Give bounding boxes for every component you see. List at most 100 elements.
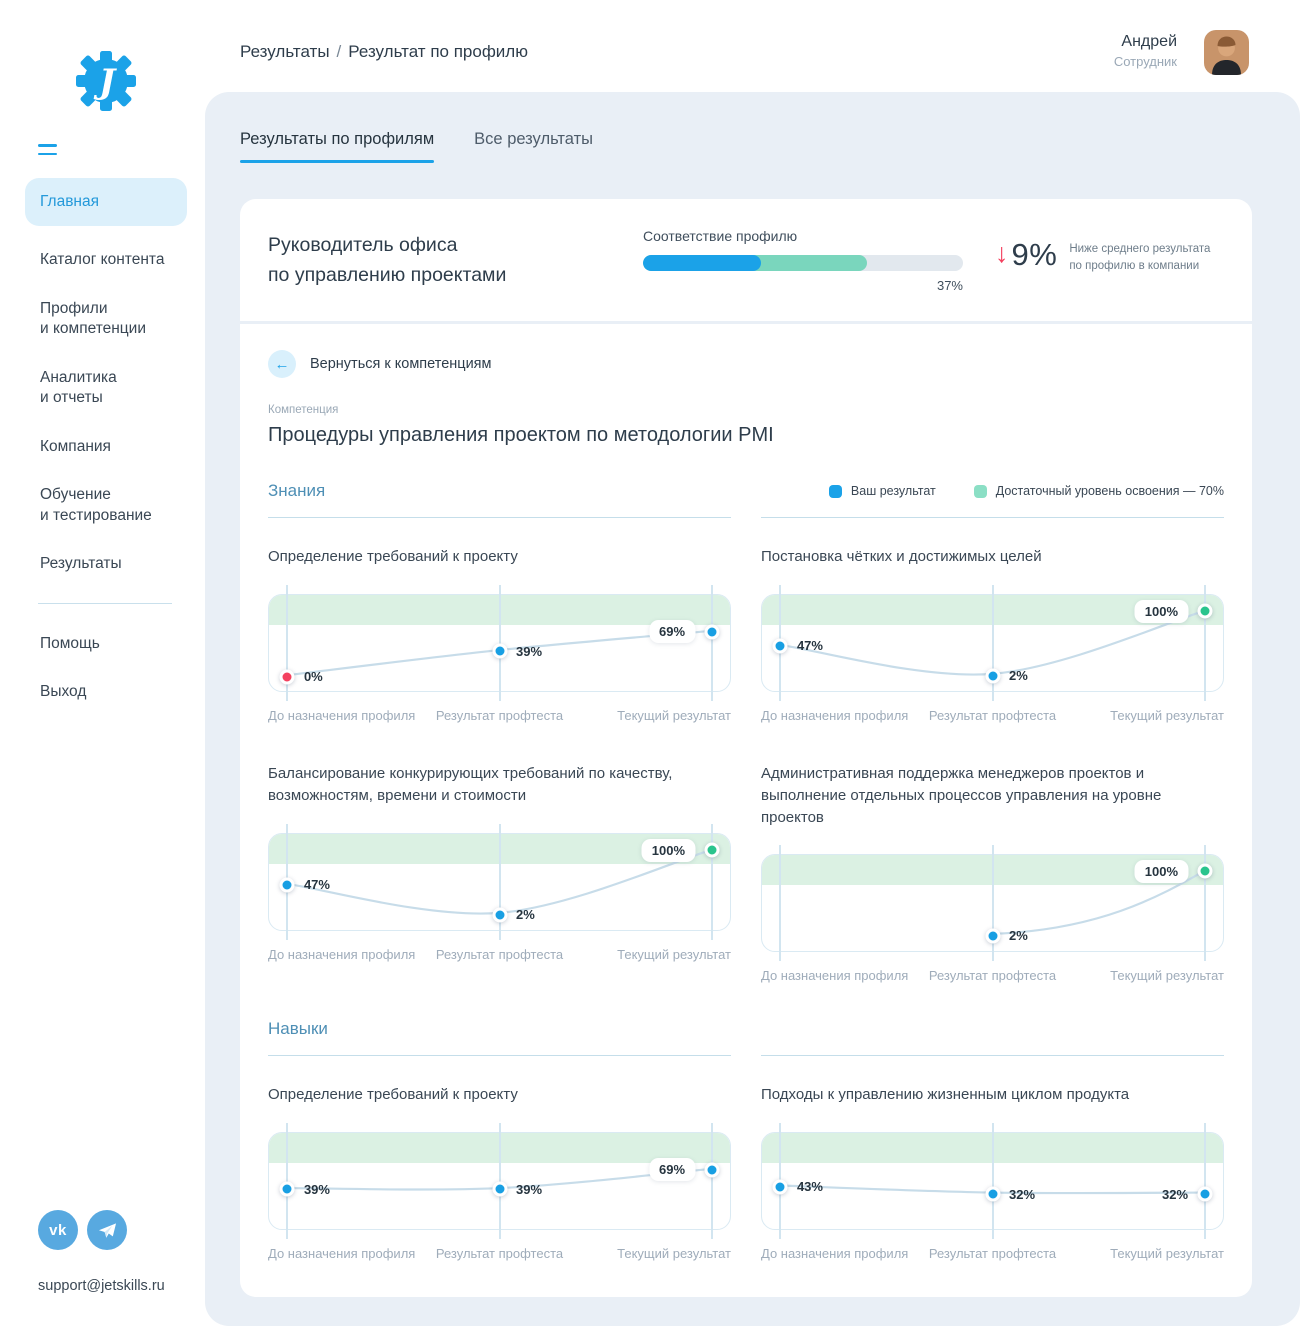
sidebar-footer-item-1[interactable]: Выход	[40, 682, 87, 700]
chart-title: Подходы к управлению жизненным циклом пр…	[761, 1086, 1130, 1104]
chart-title: Административная поддержка менеджеров пр…	[761, 765, 1162, 826]
data-point-red[interactable]: 0%	[279, 669, 323, 685]
data-point-blue[interactable]: 47%	[772, 638, 823, 654]
data-point-label: 2%	[1009, 668, 1028, 684]
vk-icon[interactable]: vk	[38, 1210, 78, 1250]
sidebar: J Главная Каталог контента Профили и компе…	[0, 0, 205, 1336]
chart-0-0: Определение требований к проекту 0% 39% 69%…	[268, 546, 731, 725]
data-point-blue[interactable]: 2%	[492, 907, 535, 923]
sidebar-item-2[interactable]: Профили и компетенции	[40, 299, 146, 338]
chart-0-3: Административная поддержка менеджеров пр…	[761, 763, 1224, 985]
x-axis-labels: До назначения профиля Результат профтеста…	[268, 1246, 731, 1262]
arrow-down-icon: ↓	[995, 238, 1009, 269]
data-point-blue[interactable]: 2%	[985, 928, 1028, 944]
match-label: Соответствие профилю	[643, 227, 798, 244]
data-point-blue[interactable]: 39%	[279, 1181, 330, 1197]
chart-title: Определение требований к проекту	[268, 548, 518, 565]
data-point-label: 0%	[303, 669, 323, 685]
section-title: Навыки	[268, 1019, 328, 1039]
gridline	[498, 824, 501, 940]
sidebar-divider	[38, 602, 172, 604]
profile-match-block: Соответствие профилю 37%	[643, 228, 963, 293]
gridline	[710, 824, 713, 940]
data-point-blue[interactable]: 39%	[492, 1181, 542, 1197]
gridline	[286, 585, 289, 701]
support-email[interactable]: support@jetskills.ru	[38, 1278, 165, 1294]
sidebar-item-3[interactable]: Аналитика и отчеты	[40, 368, 117, 407]
data-point-label: 39%	[516, 643, 543, 659]
x-axis-labels: До назначения профиля Результат профтеста…	[268, 708, 731, 723]
data-point-blue[interactable]: 32%	[985, 1186, 1035, 1202]
competency-title: Процедуры управления проектом по методол…	[268, 424, 774, 446]
data-point-blue[interactable]: 39%	[492, 643, 542, 659]
data-point-label: 100%	[1134, 599, 1189, 623]
data-point-label: 47%	[796, 638, 823, 654]
breadcrumb: Результаты / Результат по профилю	[240, 42, 528, 61]
delta-description: Ниже среднего результата по профилю в ко…	[1069, 243, 1211, 272]
gridline	[1203, 845, 1206, 962]
section-1: Навыки Определение требований к проекту 39…	[268, 1019, 1224, 1263]
data-point-blue[interactable]: 32%	[1162, 1186, 1213, 1202]
data-point-blue[interactable]: 43%	[772, 1179, 823, 1195]
competency-kicker: Компетенция	[268, 404, 339, 416]
user-info[interactable]: Андрей Сотрудник	[1114, 33, 1177, 69]
data-point-label: 69%	[649, 620, 696, 644]
gridline	[286, 1123, 289, 1240]
chart-title: Определение требований к проекту	[268, 1086, 518, 1104]
telegram-icon[interactable]	[87, 1210, 127, 1250]
data-point-label: 69%	[649, 1158, 696, 1182]
sidebar-item-5[interactable]: Обучение и тестирование	[40, 486, 152, 524]
match-value: 37%	[936, 277, 963, 293]
gridline	[991, 585, 994, 701]
data-point-label: 2%	[516, 907, 535, 923]
chart-1-1: Подходы к управлению жизненным циклом пр…	[761, 1084, 1224, 1263]
back-to-competencies[interactable]: ← Вернуться к компетенциям	[268, 350, 1224, 378]
section-0: Знания Ваш результат Достаточный уровень о…	[268, 481, 1224, 985]
chart-title: Балансирование конкурирующих требований …	[268, 765, 673, 804]
sidebar-item-6[interactable]: Результаты	[40, 555, 122, 573]
sidebar-footer-item-0[interactable]: Помощь	[40, 634, 100, 652]
gridline	[779, 845, 782, 962]
x-axis-labels: До назначения профиля Результат профтеста…	[268, 947, 731, 962]
chart-0-2: Балансирование конкурирующих требований …	[268, 763, 731, 985]
data-point-label: 2%	[1009, 928, 1028, 944]
data-point-blue[interactable]: 47%	[279, 877, 330, 893]
match-progress-bar	[643, 254, 963, 271]
data-point-blue[interactable]: 2%	[985, 668, 1028, 684]
sidebar-item-1[interactable]: Каталог контента	[40, 251, 165, 269]
gridline	[710, 1123, 713, 1240]
data-point-blue[interactable]: 69%	[649, 1158, 720, 1182]
sidebar-item-4[interactable]: Компания	[40, 437, 111, 455]
competency-card: ← Вернуться к компетенциям Компетенция П…	[240, 324, 1252, 1298]
jetskills-logo[interactable]: J	[74, 43, 138, 119]
data-point-green[interactable]: 100%	[641, 838, 720, 862]
data-point-blue[interactable]: 69%	[649, 620, 720, 644]
result-segment	[643, 254, 762, 271]
data-point-label: 32%	[1162, 1186, 1189, 1202]
avatar[interactable]	[1204, 30, 1249, 75]
tab-profile-results[interactable]: Результаты по профилям	[240, 130, 435, 163]
delta-value: 9%	[1011, 237, 1058, 273]
tab-all-results[interactable]: Все результаты	[474, 130, 593, 148]
breadcrumb-results[interactable]: Результаты	[240, 42, 330, 61]
chart-plot-area: 47% 2% 100%	[761, 585, 1224, 701]
data-point-label: 100%	[1134, 859, 1189, 883]
menu-toggle-icon[interactable]	[38, 144, 57, 161]
back-arrow-icon[interactable]: ←	[268, 350, 296, 378]
data-point-green[interactable]: 100%	[1134, 599, 1213, 623]
data-point-label: 43%	[796, 1179, 823, 1195]
legend-swatch-icon	[828, 484, 842, 498]
gridline	[498, 1123, 501, 1240]
data-point-label: 32%	[1009, 1186, 1036, 1202]
gridline	[1203, 1123, 1206, 1240]
data-point-label: 100%	[641, 838, 696, 862]
tabs: Результаты по профилям Все результаты	[240, 130, 1252, 163]
chart-plot-area: 43% 32% 32%	[761, 1123, 1224, 1240]
gridline	[710, 585, 713, 701]
profile-summary-card: Руководитель офиса по управлению проекта…	[240, 199, 1252, 321]
sidebar-item-0[interactable]: Главная	[25, 178, 187, 227]
chart-plot-area: 47% 2% 100%	[268, 824, 731, 940]
data-point-green[interactable]: 100%	[1134, 859, 1213, 883]
gridline	[498, 585, 501, 701]
chart-title: Постановка чётких и достижимых целей	[761, 548, 1042, 565]
